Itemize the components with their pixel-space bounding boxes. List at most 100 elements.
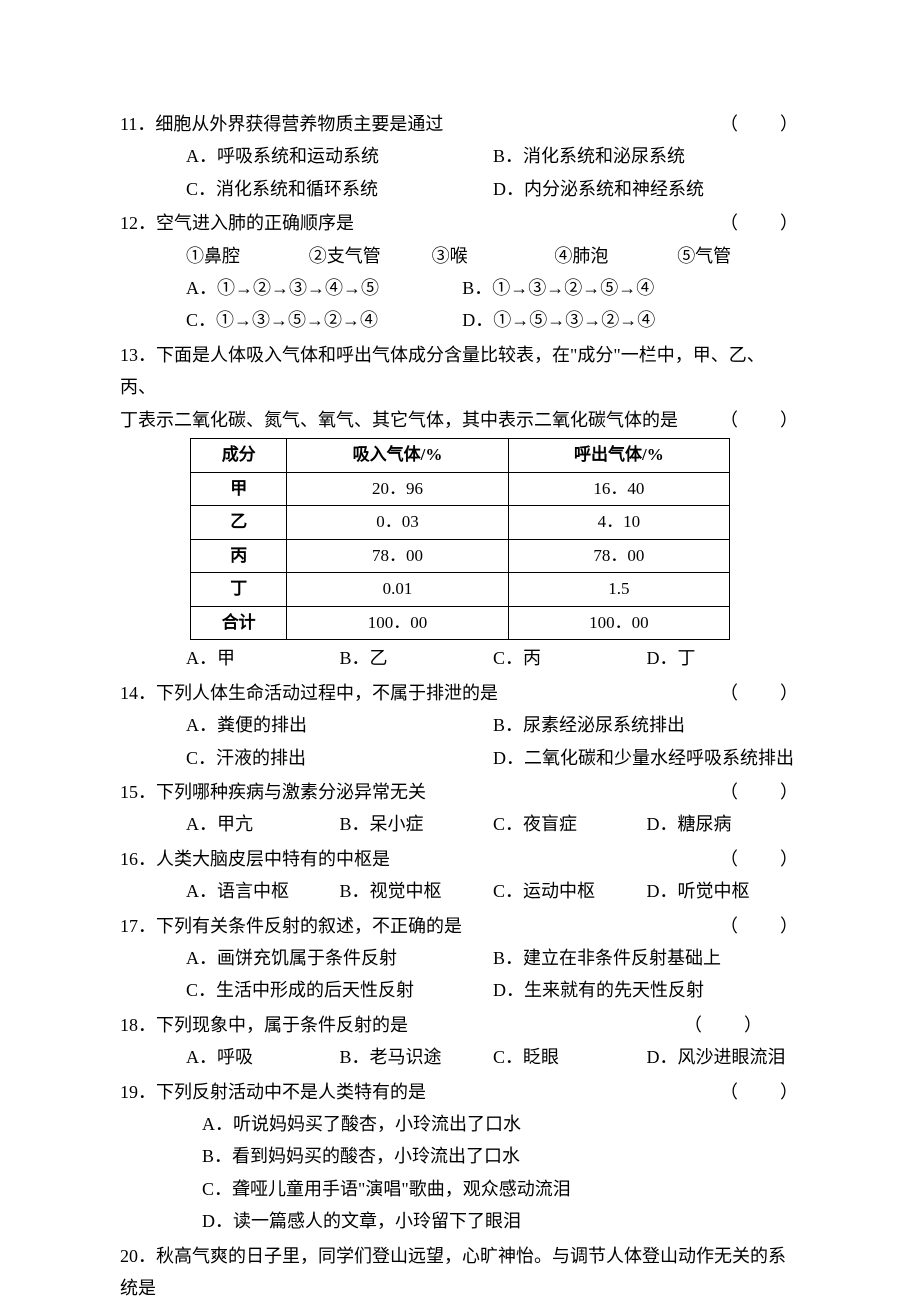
cell: 合计 <box>191 606 287 640</box>
stem-text: 17．下列有关条件反射的叙述，不正确的是 <box>120 910 462 942</box>
answer-paren: （ ） <box>720 776 800 808</box>
question-17-stem: 17．下列有关条件反射的叙述，不正确的是 （ ） <box>120 910 800 942</box>
table-header-row: 成分 吸入气体/% 呼出气体/% <box>191 438 730 472</box>
option-d: D．内分泌系统和神经系统 <box>493 173 800 205</box>
question-16-options: A．语言中枢 B．视觉中枢 C．运动中枢 D．听觉中枢 <box>120 875 800 907</box>
option-d: D．生来就有的先天性反射 <box>493 974 800 1006</box>
seq-3: ③喉 <box>432 240 555 272</box>
cell: 78．00 <box>508 539 729 573</box>
cell: 甲 <box>191 472 287 506</box>
question-15: 15．下列哪种疾病与激素分泌异常无关 （ ） A．甲亢 B．呆小症 C．夜盲症 … <box>120 776 800 841</box>
question-14-stem: 14．下列人体生命活动过程中，不属于排泄的是 （ ） <box>120 677 800 709</box>
cell: 乙 <box>191 506 287 540</box>
option-c: C．运动中枢 <box>493 875 647 907</box>
seq-1: ①鼻腔 <box>186 240 309 272</box>
option-c: C．夜盲症 <box>493 808 647 840</box>
option-b: B．尿素经泌尿系统排出 <box>493 709 800 741</box>
answer-paren: （ ） <box>720 677 800 709</box>
option-d: D．听觉中枢 <box>647 875 801 907</box>
option-d: D．二氧化碳和少量水经呼吸系统排出 <box>493 742 800 774</box>
option-d: D．风沙进眼流泪 <box>647 1041 801 1073</box>
option-b: B．消化系统和泌尿系统 <box>493 140 800 172</box>
question-18-stem: 18．下列现象中，属于条件反射的是 （ ） <box>120 1009 800 1041</box>
answer-paren: （ ） <box>720 910 800 942</box>
question-16: 16．人类大脑皮层中特有的中枢是 （ ） A．语言中枢 B．视觉中枢 C．运动中… <box>120 843 800 908</box>
option-b: B．看到妈妈买的酸杏，小玲流出了口水 <box>120 1140 800 1172</box>
cell: 16．40 <box>508 472 729 506</box>
question-17-options: A．画饼充饥属于条件反射 B．建立在非条件反射基础上 C．生活中形成的后天性反射… <box>120 942 800 1007</box>
option-c: C．消化系统和循环系统 <box>186 173 493 205</box>
question-12-options-row1: A．①→②→③→④→⑤ B．①→③→②→⑤→④ <box>120 272 800 304</box>
option-c: C．生活中形成的后天性反射 <box>186 974 493 1006</box>
question-13-options: A．甲 B．乙 C．丙 D．丁 <box>120 642 800 674</box>
question-19: 19．下列反射活动中不是人类特有的是 （ ） A．听说妈妈买了酸杏，小玲流出了口… <box>120 1076 800 1238</box>
question-15-stem: 15．下列哪种疾病与激素分泌异常无关 （ ） <box>120 776 800 808</box>
option-a: A．甲 <box>186 642 340 674</box>
option-a: A．①→②→③→④→⑤ <box>186 272 462 304</box>
cell: 20．96 <box>287 472 508 506</box>
option-c: C．眨眼 <box>493 1041 647 1073</box>
answer-paren: （ ） <box>720 404 800 436</box>
col-component: 成分 <box>191 438 287 472</box>
question-11-stem: 11．细胞从外界获得营养物质主要是通过 （ ） <box>120 108 800 140</box>
question-12-stem: 12．空气进入肺的正确顺序是 （ ） <box>120 207 800 239</box>
answer-paren: （ ） <box>720 207 800 239</box>
question-11-options: A．呼吸系统和运动系统 B．消化系统和泌尿系统 C．消化系统和循环系统 D．内分… <box>120 140 800 205</box>
option-c: C．①→③→⑤→②→④ <box>186 304 462 336</box>
question-14: 14．下列人体生命活动过程中，不属于排泄的是 （ ） A．粪便的排出 B．尿素经… <box>120 677 800 774</box>
cell: 100．00 <box>508 606 729 640</box>
question-12: 12．空气进入肺的正确顺序是 （ ） ①鼻腔 ②支气管 ③喉 ④肺泡 ⑤气管 A… <box>120 207 800 337</box>
stem-text: 12．空气进入肺的正确顺序是 <box>120 207 354 239</box>
col-exhale: 呼出气体/% <box>508 438 729 472</box>
question-12-options-row2: C．①→③→⑤→②→④ D．①→⑤→③→②→④ <box>120 304 800 336</box>
table-row: 甲 20．96 16．40 <box>191 472 730 506</box>
table-row: 合计 100．00 100．00 <box>191 606 730 640</box>
table-row: 乙 0．03 4．10 <box>191 506 730 540</box>
cell: 4．10 <box>508 506 729 540</box>
exam-page: 11．细胞从外界获得营养物质主要是通过 （ ） A．呼吸系统和运动系统 B．消化… <box>0 0 920 1304</box>
option-c: C．聋哑儿童用手语"演唱"歌曲，观众感动流泪 <box>120 1173 800 1205</box>
stem-text: 18．下列现象中，属于条件反射的是 <box>120 1009 684 1041</box>
cell: 100．00 <box>287 606 508 640</box>
option-b: B．建立在非条件反射基础上 <box>493 942 800 974</box>
stem-text: 14．下列人体生命活动过程中，不属于排泄的是 <box>120 677 498 709</box>
stem-text: 19．下列反射活动中不是人类特有的是 <box>120 1076 426 1108</box>
question-20: 20．秋高气爽的日子里，同学们登山远望，心旷神怡。与调节人体登山动作无关的系统是 <box>120 1240 800 1304</box>
col-inhale: 吸入气体/% <box>287 438 508 472</box>
seq-4: ④肺泡 <box>554 240 677 272</box>
question-11: 11．细胞从外界获得营养物质主要是通过 （ ） A．呼吸系统和运动系统 B．消化… <box>120 108 800 205</box>
option-a: A．画饼充饥属于条件反射 <box>186 942 493 974</box>
question-20-stem: 20．秋高气爽的日子里，同学们登山远望，心旷神怡。与调节人体登山动作无关的系统是 <box>120 1240 800 1304</box>
option-a: A．呼吸 <box>186 1041 340 1073</box>
table-row: 丙 78．00 78．00 <box>191 539 730 573</box>
answer-paren: （ ） <box>684 1009 764 1041</box>
answer-paren: （ ） <box>720 1076 800 1108</box>
answer-paren: （ ） <box>720 108 800 140</box>
option-d: D．糖尿病 <box>647 808 801 840</box>
cell: 0.01 <box>287 573 508 607</box>
stem-text: 丁表示二氧化碳、氮气、氧气、其它气体，其中表示二氧化碳气体的是 <box>120 404 678 436</box>
question-14-options: A．粪便的排出 B．尿素经泌尿系统排出 C．汗液的排出 D．二氧化碳和少量水经呼… <box>120 709 800 774</box>
question-15-options: A．甲亢 B．呆小症 C．夜盲症 D．糖尿病 <box>120 808 800 840</box>
cell: 1.5 <box>508 573 729 607</box>
option-d: D．丁 <box>647 642 801 674</box>
answer-paren: （ ） <box>720 843 800 875</box>
option-a: A．甲亢 <box>186 808 340 840</box>
option-b: B．视觉中枢 <box>340 875 494 907</box>
seq-5: ⑤气管 <box>677 240 800 272</box>
cell: 78．00 <box>287 539 508 573</box>
cell: 丙 <box>191 539 287 573</box>
question-16-stem: 16．人类大脑皮层中特有的中枢是 （ ） <box>120 843 800 875</box>
question-13: 13．下面是人体吸入气体和呼出气体成分含量比较表，在"成分"一栏中，甲、乙、丙、… <box>120 339 800 675</box>
gas-composition-table: 成分 吸入气体/% 呼出气体/% 甲 20．96 16．40 乙 0．03 4．… <box>190 438 730 641</box>
option-a: A．粪便的排出 <box>186 709 493 741</box>
question-18: 18．下列现象中，属于条件反射的是 （ ） A．呼吸 B．老马识途 C．眨眼 D… <box>120 1009 800 1074</box>
option-d: D．①→⑤→③→②→④ <box>462 304 800 336</box>
question-18-options: A．呼吸 B．老马识途 C．眨眼 D．风沙进眼流泪 <box>120 1041 800 1073</box>
cell: 0．03 <box>287 506 508 540</box>
question-19-stem: 19．下列反射活动中不是人类特有的是 （ ） <box>120 1076 800 1108</box>
option-d: D．读一篇感人的文章，小玲留下了眼泪 <box>120 1205 800 1237</box>
option-b: B．①→③→②→⑤→④ <box>462 272 800 304</box>
option-a: A．语言中枢 <box>186 875 340 907</box>
option-b: B．老马识途 <box>340 1041 494 1073</box>
